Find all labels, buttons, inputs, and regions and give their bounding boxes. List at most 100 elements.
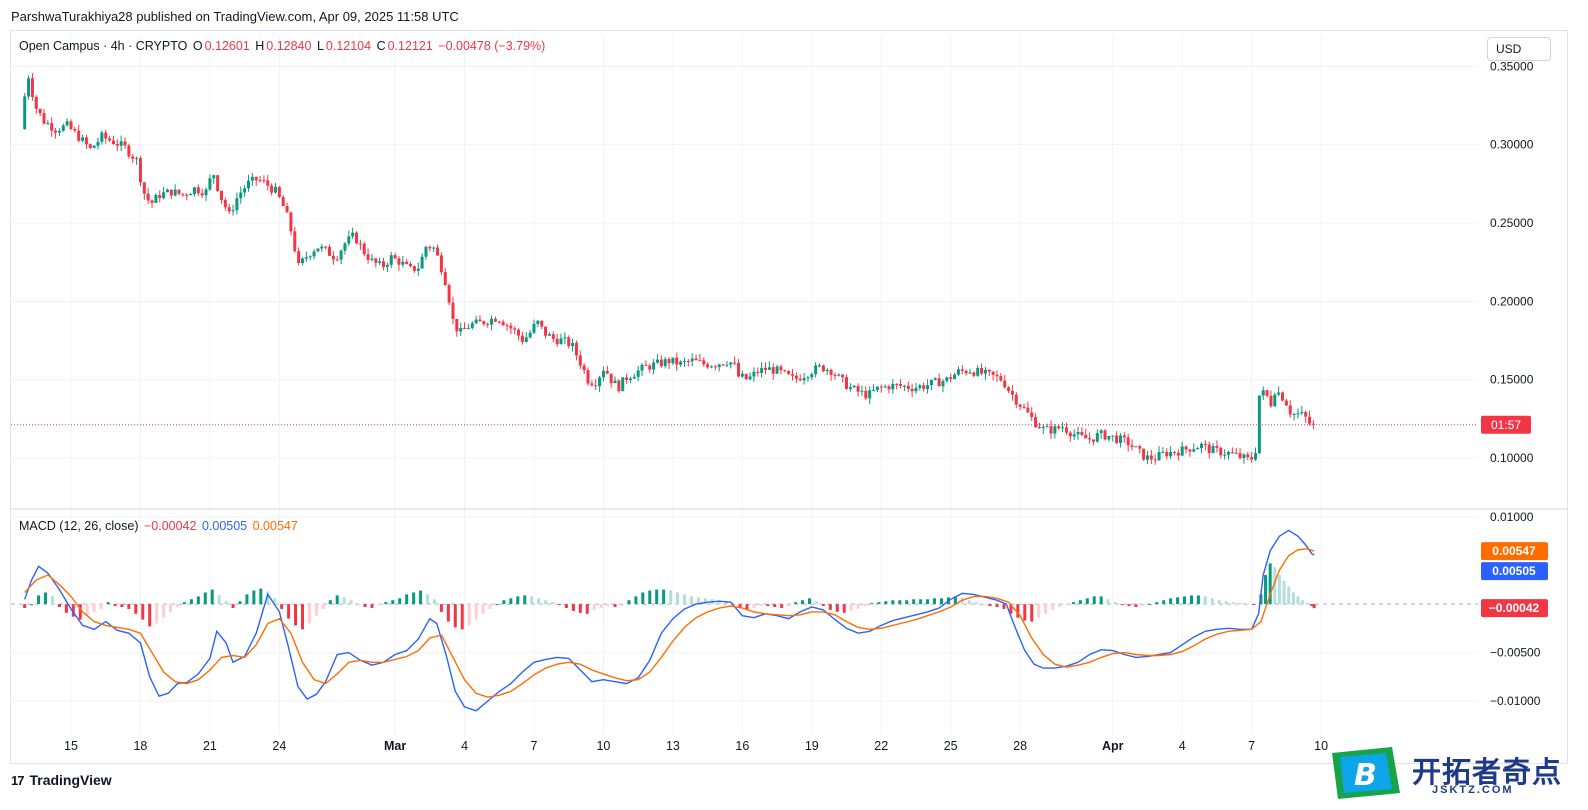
macd-histogram-bar bbox=[314, 604, 318, 616]
tradingview-brand[interactable]: 17 TradingView bbox=[11, 772, 112, 788]
macd-histogram-bar bbox=[1176, 597, 1180, 605]
currency-button[interactable]: USD bbox=[1487, 37, 1551, 61]
signal-line bbox=[24, 548, 1315, 698]
candle-body bbox=[1199, 443, 1203, 449]
macd-histogram-bar bbox=[1023, 604, 1027, 621]
candle-body bbox=[980, 368, 984, 374]
candle-body bbox=[1076, 431, 1080, 435]
candle-body bbox=[598, 377, 602, 387]
candle-body bbox=[142, 182, 146, 194]
macd-histogram-bar bbox=[50, 596, 54, 605]
candle-body bbox=[910, 388, 914, 392]
candle-body bbox=[65, 121, 69, 126]
candle-body bbox=[883, 386, 887, 388]
candle-body bbox=[262, 180, 266, 182]
candle-body bbox=[1115, 435, 1119, 443]
macd-histogram-bar bbox=[363, 604, 367, 608]
candle-body bbox=[513, 328, 517, 330]
macd-histogram-bar bbox=[877, 602, 881, 605]
candle-body bbox=[914, 387, 918, 392]
candle-body bbox=[1057, 426, 1061, 429]
macd-histogram-bar bbox=[898, 600, 902, 605]
time-axis-label: 7 bbox=[531, 739, 538, 753]
candle-body bbox=[1308, 416, 1312, 424]
candle-body bbox=[709, 366, 713, 368]
macd-histogram-bar bbox=[981, 604, 985, 606]
candle-body bbox=[887, 386, 891, 390]
candle-body bbox=[544, 326, 548, 336]
macd-histogram-bar bbox=[696, 597, 700, 605]
macd-histogram-bar bbox=[439, 604, 443, 612]
candle-body bbox=[740, 373, 744, 377]
macd-badge bbox=[1481, 562, 1548, 581]
macd-histogram-bar bbox=[1282, 580, 1286, 605]
macd-histogram-bar bbox=[92, 604, 96, 612]
macd-histogram-bar bbox=[44, 592, 48, 605]
candle-body bbox=[652, 362, 656, 370]
price-axis-label: 0.15000 bbox=[1490, 373, 1534, 387]
candle-body bbox=[270, 185, 274, 193]
watermark-text: 开拓者奇点 bbox=[1412, 755, 1563, 789]
candle-body bbox=[150, 200, 154, 203]
candle-body bbox=[798, 378, 802, 381]
legend-title: Open Campus · 4h · CRYPTO bbox=[19, 39, 188, 53]
candle-body bbox=[1227, 451, 1230, 455]
candle-body bbox=[563, 337, 567, 339]
macd-histogram-bar bbox=[926, 599, 930, 605]
candle-body bbox=[1107, 435, 1111, 440]
candle-body bbox=[702, 360, 706, 365]
macd-histogram-bar bbox=[1217, 600, 1221, 605]
candle-body bbox=[1273, 394, 1277, 407]
candle-body bbox=[335, 259, 339, 261]
macd-histogram-bar bbox=[780, 604, 784, 608]
macd-histogram-bar bbox=[280, 604, 284, 609]
candle-body bbox=[995, 374, 999, 377]
candle-body bbox=[644, 364, 648, 366]
candle-body bbox=[617, 380, 621, 392]
candle-body bbox=[1192, 449, 1196, 452]
macd-histogram-bar bbox=[627, 600, 631, 605]
macd-histogram-bar bbox=[523, 595, 527, 605]
candle-body bbox=[1134, 446, 1138, 448]
candle-body bbox=[308, 256, 312, 258]
macd-histogram-bar bbox=[842, 604, 846, 613]
macd-histogram-bar bbox=[238, 601, 242, 605]
candle-body bbox=[713, 366, 717, 368]
candle-body bbox=[1122, 435, 1126, 438]
candle-body bbox=[482, 321, 486, 325]
signal-badge-text: 0.00547 bbox=[1492, 544, 1536, 558]
candle-body bbox=[501, 321, 505, 326]
macd-histogram-bar bbox=[516, 596, 520, 605]
candle-body bbox=[50, 123, 54, 131]
time-axis-label: 19 bbox=[805, 739, 819, 753]
candle-body bbox=[767, 367, 771, 370]
candle-body bbox=[1172, 451, 1176, 453]
candle-body bbox=[30, 78, 34, 97]
candle-body bbox=[848, 387, 852, 389]
candle-body bbox=[675, 357, 679, 365]
candle-body bbox=[42, 113, 46, 124]
candle-body bbox=[216, 175, 220, 191]
price-axis-label: 0.20000 bbox=[1490, 294, 1534, 308]
candle-body bbox=[92, 145, 96, 148]
time-axis-label: 7 bbox=[1248, 739, 1255, 753]
macd-title: MACD (12, 26, close) bbox=[19, 519, 139, 533]
candle-body bbox=[879, 386, 883, 388]
candle-body bbox=[736, 362, 740, 377]
macd-histogram-bar bbox=[634, 596, 638, 605]
macd-histogram-bar bbox=[78, 604, 82, 620]
candle-body bbox=[783, 370, 787, 372]
candle-body bbox=[1084, 434, 1088, 439]
macd-histogram-bar bbox=[648, 590, 652, 605]
macd-histogram-bar bbox=[245, 594, 249, 605]
macd-histogram-bar bbox=[1120, 604, 1124, 606]
candle-body bbox=[165, 189, 169, 193]
candle-body bbox=[439, 255, 443, 273]
macd-histogram-bar bbox=[231, 604, 235, 608]
candle-body bbox=[389, 255, 393, 265]
candle-body bbox=[540, 320, 544, 327]
macd-histogram-bar bbox=[1301, 600, 1305, 605]
macd-histogram-bar bbox=[419, 590, 423, 605]
candle-body bbox=[999, 376, 1003, 381]
